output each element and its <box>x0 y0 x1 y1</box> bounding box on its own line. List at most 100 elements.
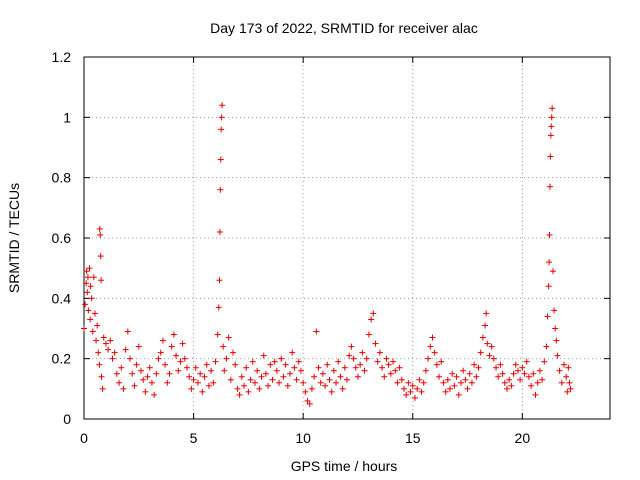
data-point <box>405 379 412 386</box>
data-point <box>302 388 309 395</box>
data-point <box>444 376 451 383</box>
data-point <box>350 355 357 362</box>
data-point <box>407 388 414 395</box>
data-point <box>517 376 524 383</box>
data-point <box>99 385 106 392</box>
data-point <box>556 367 563 374</box>
data-point <box>124 328 131 335</box>
data-point <box>179 340 186 347</box>
y-tick-label: 0.8 <box>52 170 72 186</box>
data-point <box>528 382 535 389</box>
data-point <box>159 337 166 344</box>
data-point <box>144 373 151 380</box>
data-point <box>199 388 206 395</box>
data-point <box>254 367 261 374</box>
data-points <box>81 102 574 407</box>
data-point <box>96 361 103 368</box>
data-point <box>218 126 225 133</box>
data-point <box>416 376 423 383</box>
data-point <box>267 361 274 368</box>
data-point <box>210 379 217 386</box>
data-point <box>411 394 418 401</box>
data-point <box>232 361 239 368</box>
data-point <box>374 358 381 365</box>
data-point <box>87 283 94 290</box>
data-point <box>118 364 125 371</box>
data-point <box>181 355 188 362</box>
data-point <box>337 373 344 380</box>
data-point <box>166 370 173 377</box>
data-point <box>258 373 265 380</box>
data-point <box>363 355 370 362</box>
data-point <box>84 289 91 296</box>
data-point <box>93 337 100 344</box>
data-point <box>368 316 375 323</box>
data-point <box>120 385 127 392</box>
data-point <box>488 343 495 350</box>
data-point <box>155 355 162 362</box>
data-point <box>97 231 104 238</box>
data-point <box>457 379 464 386</box>
data-point <box>493 364 500 371</box>
data-point <box>116 379 123 386</box>
data-point <box>219 102 226 109</box>
data-point <box>376 349 383 356</box>
data-point <box>249 358 256 365</box>
data-point <box>484 340 491 347</box>
data-point <box>328 388 335 395</box>
data-point <box>295 358 302 365</box>
data-point <box>503 385 510 392</box>
data-point <box>420 379 427 386</box>
data-point <box>346 352 353 359</box>
data-point <box>545 283 552 290</box>
data-point <box>162 361 169 368</box>
data-point <box>306 400 313 407</box>
data-point <box>234 385 241 392</box>
data-point <box>137 367 144 374</box>
data-point <box>357 361 364 368</box>
data-point <box>164 379 171 386</box>
data-point <box>339 385 346 392</box>
data-point <box>84 274 91 281</box>
data-point <box>311 373 318 380</box>
data-point <box>466 370 473 377</box>
data-point <box>315 364 322 371</box>
y-tick-label: 0.4 <box>52 290 72 306</box>
data-point <box>86 265 93 272</box>
data-point <box>348 343 355 350</box>
data-point <box>194 379 201 386</box>
data-point <box>566 379 573 386</box>
data-point <box>453 373 460 380</box>
data-point <box>553 337 560 344</box>
data-point <box>148 379 155 386</box>
data-point <box>333 379 340 386</box>
data-point <box>238 373 245 380</box>
data-point <box>153 370 160 377</box>
data-point <box>385 361 392 368</box>
data-point <box>418 388 425 395</box>
data-point <box>133 361 140 368</box>
data-point <box>304 397 311 404</box>
data-point <box>186 373 193 380</box>
data-point <box>87 316 94 323</box>
data-point <box>546 231 553 238</box>
y-tick-label: 0.2 <box>52 351 72 367</box>
data-point <box>291 364 298 371</box>
data-point <box>442 388 449 395</box>
data-point <box>490 355 497 362</box>
data-point <box>287 370 294 377</box>
data-point <box>381 373 388 380</box>
data-point <box>215 304 222 311</box>
data-point <box>135 343 142 350</box>
x-tick-label: 20 <box>515 430 531 446</box>
data-point <box>460 367 467 374</box>
chart-title: Day 173 of 2022, SRMTID for receiver ala… <box>210 20 478 36</box>
data-point <box>212 358 219 365</box>
data-point <box>322 382 329 389</box>
data-point <box>91 310 98 317</box>
data-point <box>534 379 541 386</box>
data-point <box>129 370 136 377</box>
data-point <box>173 352 180 359</box>
data-point <box>383 355 390 362</box>
data-point <box>532 391 539 398</box>
